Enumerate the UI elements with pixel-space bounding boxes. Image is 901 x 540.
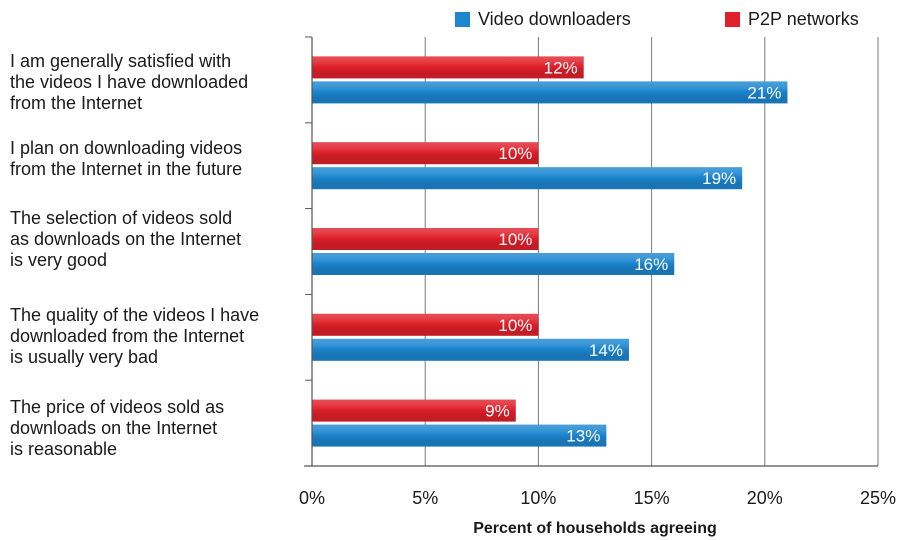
x-tick-label: 20% <box>747 488 783 508</box>
legend-swatch-video-downloaders <box>455 11 470 27</box>
legend-label-p2p-networks: P2P networks <box>748 9 859 29</box>
legend-swatch-p2p-networks <box>725 11 740 27</box>
category-label: I plan on downloading videos from the In… <box>10 138 243 179</box>
legend-label-video-downloaders: Video downloaders <box>478 9 631 29</box>
bar-shading <box>312 313 539 336</box>
data-label: 21% <box>747 83 781 102</box>
bar-shading <box>312 228 539 250</box>
bar-shading <box>312 56 584 79</box>
data-label: 14% <box>589 341 623 360</box>
data-label: 9% <box>485 402 510 421</box>
legend-item-video-downloaders: Video downloaders <box>455 9 631 29</box>
bar-shading <box>312 167 743 190</box>
bar-shading <box>312 142 539 165</box>
data-label: 13% <box>566 427 600 446</box>
bar-shading <box>312 253 675 275</box>
category-label: The quality of the videos I have downloa… <box>10 305 260 367</box>
category-label: The selection of videos sold as download… <box>10 208 242 270</box>
data-label: 10% <box>498 230 532 249</box>
data-label: 10% <box>498 316 532 335</box>
x-tick-label: 25% <box>860 488 896 508</box>
bar-shading <box>312 424 607 447</box>
category-label: The price of videos sold as downloads on… <box>10 397 225 459</box>
data-label: 10% <box>498 144 532 163</box>
bar-shading <box>312 399 516 422</box>
x-tick-label: 15% <box>634 488 670 508</box>
x-tick-label: 5% <box>412 488 438 508</box>
bar-shading <box>312 338 629 361</box>
x-tick-label: 0% <box>299 488 325 508</box>
category-label: I am generally satisfied with the videos… <box>10 51 249 113</box>
legend-item-p2p-networks: P2P networks <box>725 9 859 29</box>
data-label: 19% <box>702 169 736 188</box>
x-tick-label: 10% <box>520 488 556 508</box>
data-label: 12% <box>544 58 578 77</box>
bar-shading <box>312 81 788 104</box>
x-axis-title: Percent of households agreeing <box>473 520 717 537</box>
data-label: 16% <box>634 255 668 274</box>
